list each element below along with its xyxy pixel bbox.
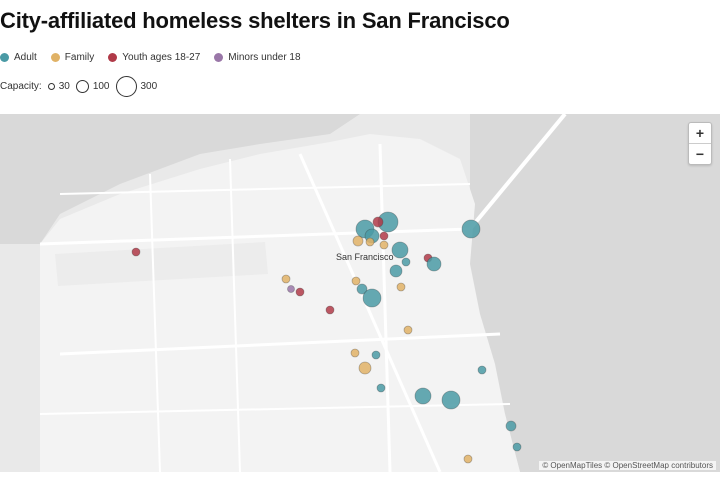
shelter-marker-family[interactable] bbox=[281, 274, 291, 284]
road-minor bbox=[59, 183, 471, 195]
shelter-marker-adult[interactable] bbox=[389, 264, 403, 278]
shelter-marker-adult[interactable] bbox=[401, 257, 411, 267]
capacity-item-100: 100 bbox=[75, 80, 110, 93]
map-view[interactable]: San Francisco + − © OpenMapTiles © OpenS… bbox=[0, 114, 720, 472]
shelter-marker-family[interactable] bbox=[365, 237, 375, 247]
road-minor bbox=[149, 173, 161, 472]
page-title: City-affiliated homeless shelters in San… bbox=[0, 8, 510, 33]
road-minor bbox=[229, 158, 241, 472]
shelter-marker-family[interactable] bbox=[379, 240, 389, 250]
shelter-marker-adult[interactable] bbox=[356, 283, 368, 295]
shelter-marker-family[interactable] bbox=[463, 454, 473, 464]
shelter-marker-family[interactable] bbox=[403, 325, 413, 335]
shelter-marker-adult[interactable] bbox=[414, 387, 432, 405]
legend-swatch-adult bbox=[0, 53, 9, 62]
legend-item-youth: Youth ages 18-27 bbox=[108, 52, 200, 63]
legend-swatch-minors bbox=[214, 53, 224, 62]
bay-water bbox=[460, 114, 720, 472]
legend-label: Adult bbox=[14, 52, 37, 63]
shelter-marker-adult[interactable] bbox=[376, 383, 386, 393]
capacity-item-300: 300 bbox=[115, 76, 158, 97]
shelter-marker-youth[interactable] bbox=[295, 287, 305, 297]
shelter-marker-family[interactable] bbox=[351, 276, 361, 286]
legend-swatch-family bbox=[50, 53, 60, 62]
shelter-marker-adult[interactable] bbox=[461, 219, 481, 239]
capacity-value: 30 bbox=[58, 81, 70, 92]
road-minor bbox=[39, 403, 511, 415]
shelter-marker-adult[interactable] bbox=[371, 350, 381, 360]
road-major bbox=[298, 153, 442, 472]
bridge-road bbox=[468, 114, 567, 231]
road-major bbox=[39, 227, 471, 246]
shelter-markers bbox=[131, 211, 522, 464]
shelter-marker-family[interactable] bbox=[358, 361, 372, 375]
shelter-marker-family[interactable] bbox=[396, 282, 406, 292]
capacity-label: Capacity: bbox=[0, 81, 42, 92]
shelter-marker-youth[interactable] bbox=[379, 231, 389, 241]
shelter-marker-family[interactable] bbox=[352, 235, 364, 247]
shelter-marker-minors[interactable] bbox=[287, 285, 295, 293]
zoom-out-button[interactable]: − bbox=[689, 143, 711, 164]
capacity-legend: Capacity: 30 100 300 bbox=[0, 76, 157, 97]
capacity-value: 300 bbox=[140, 81, 158, 92]
road-major bbox=[59, 332, 501, 356]
shelter-marker-adult[interactable] bbox=[477, 365, 487, 375]
capacity-item-30: 30 bbox=[47, 81, 70, 92]
shelter-marker-adult[interactable] bbox=[505, 420, 517, 432]
shelter-marker-adult[interactable] bbox=[512, 442, 522, 452]
ocean-water bbox=[0, 114, 360, 244]
category-legend: Adult Family Youth ages 18-27 Minors und… bbox=[0, 52, 301, 63]
capacity-circle-icon bbox=[47, 83, 55, 90]
legend-item-minors: Minors under 18 bbox=[214, 52, 301, 63]
shelter-marker-youth[interactable] bbox=[372, 216, 384, 228]
zoom-in-button[interactable]: + bbox=[695, 125, 705, 141]
legend-label: Minors under 18 bbox=[228, 52, 301, 63]
park-area bbox=[55, 242, 268, 286]
land-mass bbox=[40, 134, 520, 472]
capacity-value: 100 bbox=[92, 81, 110, 92]
legend-item-family: Family bbox=[50, 52, 95, 63]
shelter-marker-family[interactable] bbox=[350, 348, 360, 358]
shelter-marker-youth[interactable] bbox=[131, 247, 141, 257]
shelter-marker-adult[interactable] bbox=[441, 390, 461, 410]
shelter-marker-adult[interactable] bbox=[391, 241, 409, 259]
capacity-circle-icon bbox=[115, 76, 137, 97]
shelter-marker-youth[interactable] bbox=[325, 305, 335, 315]
road-major bbox=[378, 143, 392, 472]
city-label: San Francisco bbox=[336, 252, 394, 262]
legend-label: Youth ages 18-27 bbox=[122, 52, 201, 63]
map-attribution: © OpenMapTiles © OpenStreetMap contribut… bbox=[539, 461, 716, 470]
legend-swatch-youth bbox=[108, 53, 118, 62]
zoom-control: + − bbox=[688, 122, 712, 165]
shelter-marker-adult[interactable] bbox=[426, 256, 442, 272]
capacity-circle-icon bbox=[75, 80, 89, 93]
legend-label: Family bbox=[64, 52, 95, 63]
map-canvas bbox=[0, 114, 720, 472]
legend-item-adult: Adult bbox=[0, 52, 37, 63]
shelter-marker-adult[interactable] bbox=[362, 288, 382, 308]
